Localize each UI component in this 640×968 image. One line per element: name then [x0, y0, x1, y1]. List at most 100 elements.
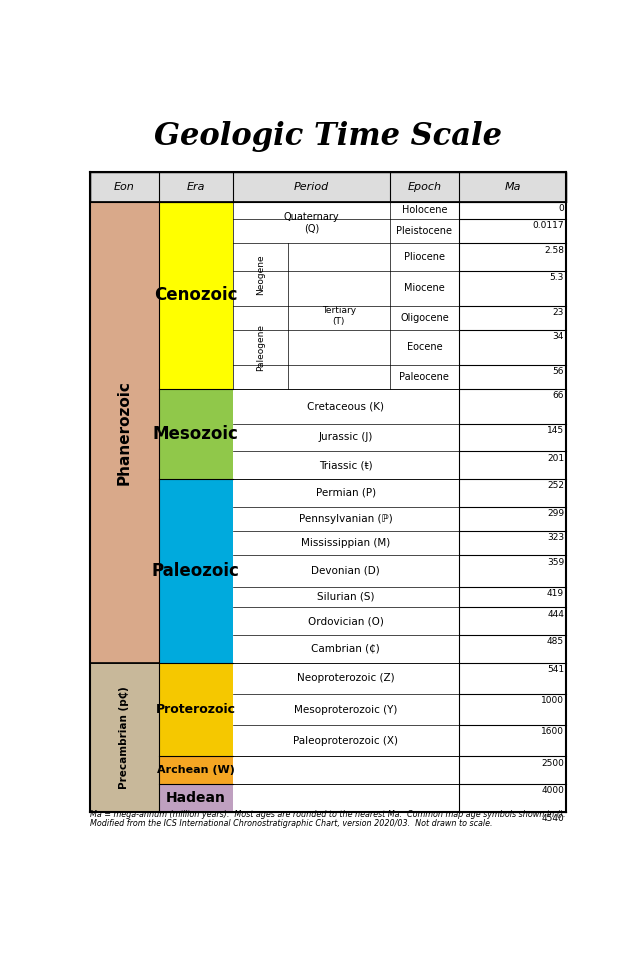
Text: Paleogene: Paleogene: [255, 324, 265, 371]
Text: Period: Period: [294, 182, 329, 192]
Text: 1600: 1600: [541, 728, 564, 737]
Text: Permian (P): Permian (P): [316, 488, 376, 498]
Bar: [233, 306, 287, 389]
Bar: [233, 531, 459, 556]
Bar: [159, 389, 233, 479]
Text: 323: 323: [547, 533, 564, 542]
Bar: [287, 306, 390, 330]
Bar: [233, 507, 459, 531]
Text: 2.58: 2.58: [544, 246, 564, 255]
Bar: [233, 219, 390, 243]
Text: 145: 145: [547, 426, 564, 435]
Bar: [390, 306, 459, 330]
Bar: [233, 784, 459, 812]
Text: 4000: 4000: [541, 786, 564, 796]
Bar: [159, 479, 233, 663]
Text: Silurian (S): Silurian (S): [317, 592, 374, 602]
Text: Paleozoic: Paleozoic: [152, 562, 240, 580]
Text: Ma = mega-annum (million years).  Most ages are rounded to the nearest Ma.  Comm: Ma = mega-annum (million years). Most ag…: [90, 810, 565, 819]
Text: Era: Era: [187, 182, 205, 192]
Text: Mesozoic: Mesozoic: [153, 425, 239, 443]
Bar: [233, 389, 459, 424]
Text: 2500: 2500: [541, 759, 564, 768]
Bar: [159, 756, 233, 784]
Text: Mesoproterozoic (Y): Mesoproterozoic (Y): [294, 705, 397, 714]
Bar: [90, 172, 566, 201]
Bar: [233, 635, 459, 663]
Bar: [159, 201, 233, 389]
Text: Proterozoic: Proterozoic: [156, 703, 236, 716]
Text: Archean (W): Archean (W): [157, 766, 235, 775]
Bar: [287, 330, 390, 365]
Bar: [233, 694, 459, 725]
Text: 1000: 1000: [541, 696, 564, 706]
Text: 0: 0: [558, 204, 564, 213]
Text: Hadean: Hadean: [166, 791, 226, 805]
Text: Devonian (D): Devonian (D): [312, 566, 380, 576]
Text: Neoproterozoic (Z): Neoproterozoic (Z): [297, 674, 395, 683]
Bar: [287, 365, 390, 389]
Text: Ordovician (O): Ordovician (O): [308, 617, 384, 626]
Text: 5.3: 5.3: [550, 273, 564, 283]
Text: 23: 23: [553, 308, 564, 317]
Text: Modified from the ICS International Chronostratigraphic Chart, version 2020/03. : Modified from the ICS International Chro…: [90, 819, 492, 828]
Bar: [390, 330, 459, 365]
Bar: [287, 243, 390, 271]
Text: 485: 485: [547, 637, 564, 647]
Text: 444: 444: [547, 610, 564, 619]
Text: Tertiary
(T): Tertiary (T): [322, 307, 356, 326]
Text: Triassic (ŧ): Triassic (ŧ): [319, 460, 372, 470]
Text: 541: 541: [547, 665, 564, 674]
Bar: [233, 725, 459, 756]
Text: 299: 299: [547, 509, 564, 518]
Text: Paleocene: Paleocene: [399, 372, 449, 381]
Text: Epoch: Epoch: [408, 182, 442, 192]
Bar: [233, 424, 459, 451]
Text: 0.0117: 0.0117: [532, 222, 564, 230]
Bar: [90, 663, 159, 812]
Text: 34: 34: [553, 332, 564, 342]
Bar: [159, 784, 233, 812]
Text: 252: 252: [547, 481, 564, 491]
Bar: [233, 479, 459, 507]
Text: 56: 56: [552, 367, 564, 376]
Text: Eocene: Eocene: [406, 343, 442, 352]
Bar: [233, 451, 459, 479]
Bar: [390, 271, 459, 306]
Text: Neogene: Neogene: [255, 255, 265, 295]
Bar: [390, 243, 459, 271]
Text: Phanerozoic: Phanerozoic: [117, 379, 132, 485]
Text: Jurassic (J): Jurassic (J): [319, 433, 373, 442]
Text: Ma: Ma: [504, 182, 521, 192]
Text: 201: 201: [547, 454, 564, 463]
Bar: [233, 243, 287, 306]
Text: Holocene: Holocene: [402, 205, 447, 216]
Bar: [233, 556, 459, 587]
Text: Miocene: Miocene: [404, 284, 445, 293]
Bar: [233, 756, 459, 784]
Bar: [233, 663, 459, 694]
Text: Pennsylvanian (ℙ): Pennsylvanian (ℙ): [299, 514, 393, 524]
Text: Cambrian (₵): Cambrian (₵): [312, 644, 380, 654]
Text: Pleistocene: Pleistocene: [396, 227, 452, 236]
Bar: [390, 201, 459, 219]
Text: 419: 419: [547, 589, 564, 598]
Text: Geologic Time Scale: Geologic Time Scale: [154, 121, 502, 152]
Text: 66: 66: [552, 391, 564, 400]
Text: Mississippian (M): Mississippian (M): [301, 538, 390, 548]
Text: Cenozoic: Cenozoic: [154, 287, 237, 304]
Text: Paleoproterozoic (X): Paleoproterozoic (X): [293, 736, 398, 746]
Text: Oligocene: Oligocene: [400, 313, 449, 323]
Bar: [90, 201, 566, 812]
Text: 359: 359: [547, 558, 564, 566]
Text: Eon: Eon: [114, 182, 135, 192]
Text: 4540: 4540: [541, 814, 564, 823]
Bar: [233, 587, 459, 607]
Bar: [287, 271, 390, 306]
Text: Pliocene: Pliocene: [404, 253, 445, 262]
Text: Precambrian (p₵): Precambrian (p₵): [120, 686, 129, 789]
Bar: [90, 201, 159, 663]
Bar: [390, 365, 459, 389]
Text: Cretaceous (K): Cretaceous (K): [307, 402, 385, 411]
Bar: [390, 219, 459, 243]
